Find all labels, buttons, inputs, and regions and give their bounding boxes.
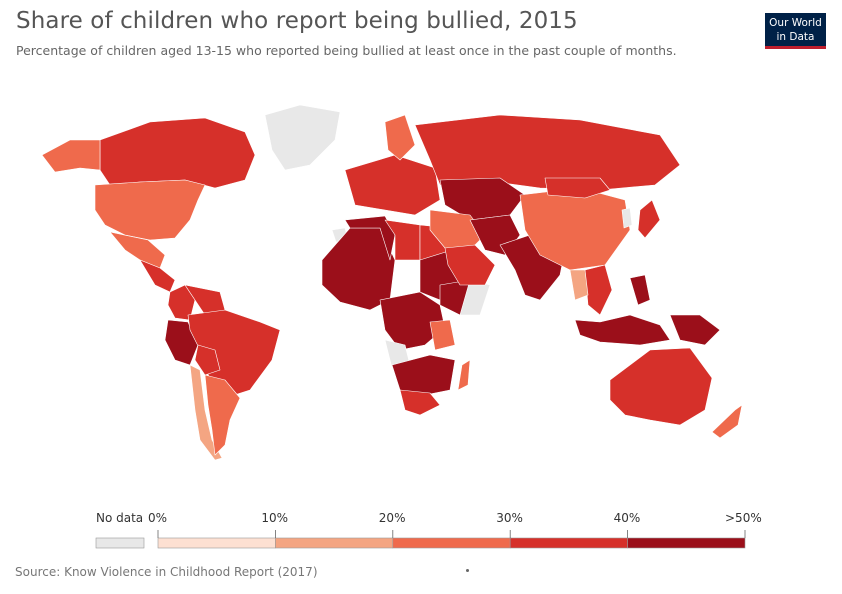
- region-mongolia[interactable]: [544, 177, 611, 199]
- chart-title: Share of children who report being bulli…: [16, 8, 578, 34]
- legend-tick-label: 40%: [614, 511, 641, 525]
- region-australia[interactable]: [609, 347, 713, 426]
- region-brazil[interactable]: [187, 309, 281, 399]
- legend-no-data-swatch: [95, 537, 145, 549]
- logo-line-2: in Data: [776, 31, 815, 43]
- region-tanzania[interactable]: [429, 319, 456, 351]
- region-greenland[interactable]: [264, 104, 341, 171]
- region-argentina[interactable]: [204, 374, 241, 456]
- source-note: Source: Know Violence in Childhood Repor…: [15, 565, 318, 579]
- legend-bin-40-50[interactable]: [627, 537, 746, 549]
- region-algeria[interactable]: [344, 215, 396, 261]
- region-japan[interactable]: [637, 199, 661, 239]
- legend-tick-label: 0%: [148, 511, 167, 525]
- legend-tick-label: >50%: [725, 511, 762, 525]
- region-alaska[interactable]: [41, 139, 101, 173]
- legend-bin-10-20[interactable]: [275, 537, 394, 549]
- region-new-zealand[interactable]: [711, 404, 743, 439]
- legend-tick-label: 10%: [261, 511, 288, 525]
- region-canada[interactable]: [99, 117, 256, 189]
- region-scandinavia[interactable]: [384, 114, 416, 161]
- region-russia[interactable]: [414, 114, 681, 191]
- region-united-states[interactable]: [94, 179, 206, 241]
- region-arabia[interactable]: [444, 244, 496, 286]
- region-chile[interactable]: [189, 364, 223, 461]
- region-southeast-asia[interactable]: [584, 264, 613, 316]
- legend-bin-30-40[interactable]: [509, 537, 628, 549]
- region-philippines[interactable]: [629, 274, 651, 306]
- legend-bin-0-10[interactable]: [157, 537, 276, 549]
- region-libya[interactable]: [384, 219, 421, 261]
- owid-logo[interactable]: Our World in Data: [765, 13, 826, 49]
- region-south-africa[interactable]: [399, 389, 441, 416]
- region-myanmar[interactable]: [569, 269, 589, 301]
- world-map: [41, 104, 743, 461]
- chart-subtitle: Percentage of children aged 13-15 who re…: [16, 43, 677, 58]
- region-papua-new-guinea[interactable]: [669, 314, 721, 346]
- region-europe[interactable]: [344, 154, 441, 216]
- legend-bin-20-30[interactable]: [392, 537, 511, 549]
- region-central-america[interactable]: [139, 259, 176, 293]
- region-korea[interactable]: [621, 207, 633, 229]
- region-indonesia[interactable]: [574, 314, 671, 346]
- legend-no-data-label: No data: [96, 511, 143, 525]
- region-bolivia[interactable]: [194, 344, 221, 376]
- logo-line-1: Our World: [769, 17, 822, 29]
- decorative-dot: [466, 569, 469, 572]
- legend-tick-label: 30%: [496, 511, 523, 525]
- region-madagascar[interactable]: [457, 359, 471, 391]
- map-legend: No data 0% 10% 20% 30% 40% >50%: [95, 511, 762, 549]
- legend-tick-label: 20%: [379, 511, 406, 525]
